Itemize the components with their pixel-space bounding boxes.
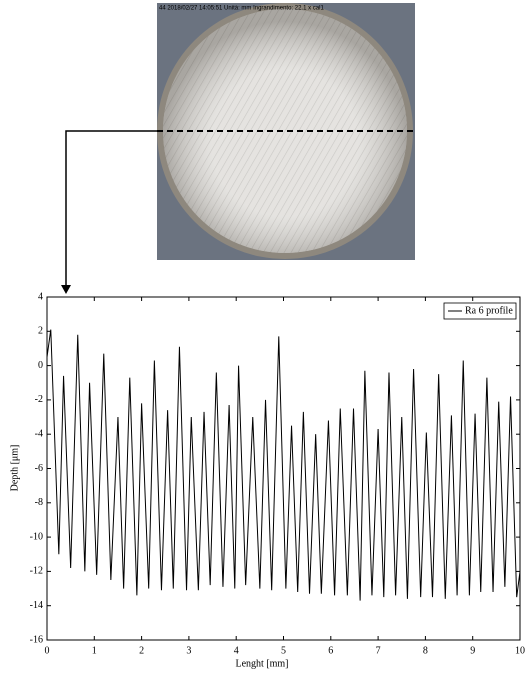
y-tick-label: 2	[38, 326, 43, 337]
photo: 44 2018/02/27 14:05:51 Unità: mm Ingrand…	[157, 3, 415, 260]
y-tick-label: 4	[38, 291, 43, 302]
y-tick-label: 0	[38, 360, 43, 371]
x-tick-label: 6	[328, 645, 333, 656]
x-tick-label: 4	[234, 645, 239, 656]
x-tick-label: 7	[376, 645, 381, 656]
y-tick-label: -4	[35, 428, 43, 439]
arrow-line	[65, 130, 157, 286]
y-tick-label: -10	[30, 531, 43, 542]
x-tick-label: 1	[92, 645, 97, 656]
photo-caption: 44 2018/02/27 14:05:51 Unità: mm Ingrand…	[159, 6, 324, 12]
x-tick-label: 3	[186, 645, 191, 656]
sample-shade	[163, 9, 407, 253]
x-tick-label: 0	[45, 645, 50, 656]
legend-label: Ra 6 profile	[465, 305, 513, 316]
y-tick-label: -2	[35, 394, 43, 405]
x-tick-label: 2	[139, 645, 144, 656]
y-axis-label: Depth [μm]	[9, 445, 20, 492]
x-tick-label: 8	[423, 645, 428, 656]
x-tick-label: 9	[470, 645, 475, 656]
x-tick-label: 5	[281, 645, 286, 656]
x-tick-label: 10	[515, 645, 525, 656]
legend-box	[443, 302, 517, 320]
y-tick-label: -16	[30, 634, 43, 645]
arrow-head	[61, 285, 71, 294]
profile-line	[46, 329, 521, 601]
y-tick-label: -6	[35, 463, 43, 474]
plot-frame	[46, 296, 521, 641]
y-tick-label: -12	[30, 566, 43, 577]
x-axis-label: Lenght [mm]	[235, 658, 288, 669]
y-tick-label: -8	[35, 497, 43, 508]
y-tick-label: -14	[30, 600, 43, 611]
